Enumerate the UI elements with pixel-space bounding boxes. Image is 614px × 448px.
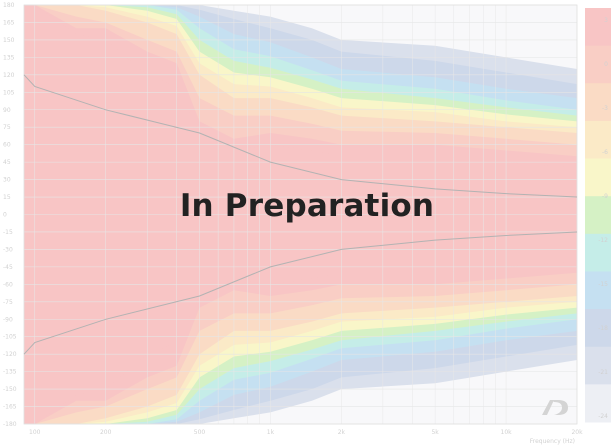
contour-upper	[23, 74, 578, 198]
colorbar-label: -24	[598, 413, 608, 420]
y-tick-label: 180	[3, 2, 15, 9]
y-tick-label: 45	[3, 159, 11, 166]
colorbar-label: -15	[598, 281, 608, 288]
y-tick-label: 135	[3, 54, 15, 61]
grid-lines	[23, 4, 578, 425]
contour-lower	[23, 231, 578, 355]
y-tick-label: -60	[3, 281, 13, 288]
colorbar-swatch	[585, 196, 611, 235]
colorbar-swatch	[585, 8, 611, 47]
x-tick-label: 100	[29, 429, 41, 436]
colorbar-swatch	[585, 120, 611, 160]
y-tick-label: 60	[3, 142, 11, 149]
colorbar-swatch	[585, 45, 611, 84]
colorbar-swatch	[585, 83, 611, 122]
y-tick-label: 90	[3, 107, 11, 114]
y-tick-label: 150	[3, 37, 15, 44]
y-axis: 1801651501351201059075604530150-15-30-45…	[3, 2, 17, 428]
colorbar-label: -6	[602, 149, 608, 156]
colorbar-swatch	[585, 384, 611, 423]
colorbar: 3 0 -3 -6 -9 -12 -15 -18 -21 -24	[585, 8, 611, 423]
contour-lines	[23, 74, 578, 355]
y-tick-label: -30	[3, 246, 13, 253]
x-tick-label: 200	[100, 429, 112, 436]
y-tick-label: -150	[3, 386, 17, 393]
y-tick-label: -120	[3, 351, 17, 358]
colorbar-swatch	[585, 271, 611, 310]
x-tick-label: 20k	[571, 429, 583, 436]
colorbar-label: -9	[602, 193, 608, 200]
y-tick-label: 0	[3, 212, 7, 219]
y-tick-label: 165	[3, 19, 15, 26]
colorbar-swatch	[585, 346, 611, 385]
y-tick-label: -75	[3, 299, 13, 306]
y-tick-label: 30	[3, 177, 11, 184]
y-tick-label: 75	[3, 124, 11, 131]
colorbar-label: 3	[604, 17, 608, 24]
y-tick-label: 120	[3, 72, 15, 79]
colorbar-label: -18	[598, 325, 608, 332]
band-lower-edge	[24, 360, 577, 424]
y-tick-label: 105	[3, 89, 15, 96]
colorbar-label: -12	[598, 237, 608, 244]
y-tick-label: -15	[3, 229, 13, 236]
y-tick-label: -105	[3, 334, 17, 341]
y-tick-label: 15	[3, 194, 11, 201]
x-axis-label: Frequency (Hz)	[530, 438, 575, 445]
colorbar-label: 0	[604, 61, 608, 68]
band-upper-edge	[24, 5, 577, 69]
x-tick-label: 10k	[501, 429, 513, 436]
x-tick-label: 5k	[431, 429, 439, 436]
y-tick-label: -135	[3, 369, 17, 376]
plot-frame	[23, 4, 578, 425]
audio-logo-icon: AD	[542, 400, 568, 415]
y-tick-label: -90	[3, 316, 13, 323]
colorbar-swatch	[585, 309, 611, 348]
x-tick-label: 500	[194, 429, 206, 436]
svg-text:AD: AD	[555, 407, 557, 410]
x-tick-label: 2k	[338, 429, 346, 436]
y-tick-label: -165	[3, 404, 17, 411]
x-tick-label: 1k	[267, 429, 275, 436]
y-tick-label: -180	[3, 421, 17, 428]
colorbar-label: -21	[598, 369, 608, 376]
colorbar-swatch	[585, 158, 611, 197]
x-axis: 100 200 500 1k 2k 5k 10k 20k	[29, 429, 583, 436]
y-tick-label: -45	[3, 264, 13, 271]
colorbar-swatch	[585, 233, 611, 272]
colorbar-label: -3	[602, 105, 608, 112]
